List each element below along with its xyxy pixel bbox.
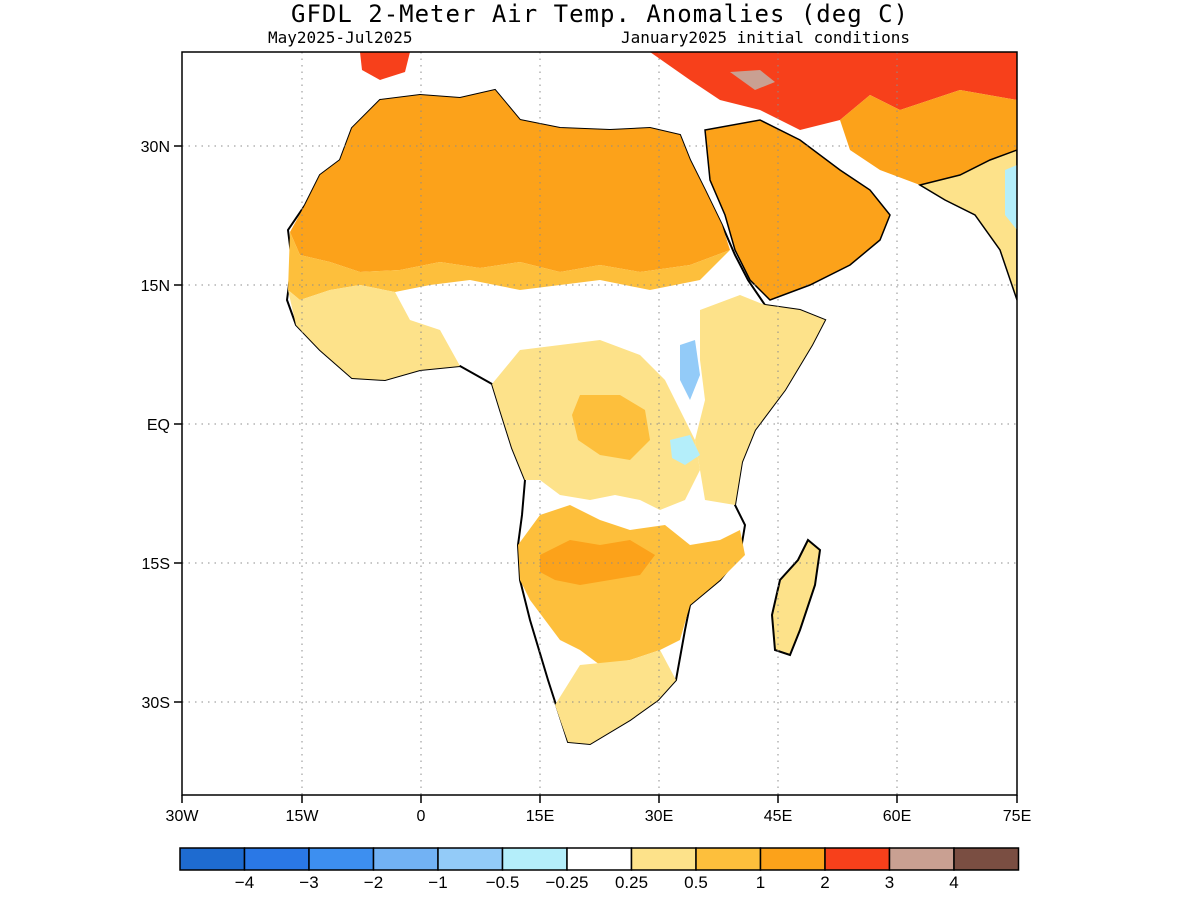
east-africa-anomaly: [695, 295, 825, 505]
colorbar-swatch: [179, 847, 246, 871]
x-tick-label: 15W: [286, 808, 320, 825]
x-tick-label: 60E: [883, 808, 911, 825]
colorbar-label: −0.25: [545, 873, 588, 892]
india-anomaly: [918, 149, 1017, 301]
sahel-anomaly: [288, 232, 730, 300]
x-tick-label: 45E: [764, 808, 792, 825]
colorbar-swatch: [888, 847, 955, 871]
y-tick-label: 15N: [141, 278, 170, 295]
colorbar-swatch: [759, 847, 826, 871]
west-africa-anomaly: [288, 285, 460, 380]
colorbar-label: 2: [820, 873, 829, 892]
x-tick-label: 0: [417, 808, 426, 825]
colorbar-label: 4: [949, 873, 958, 892]
grid-lines: [182, 52, 1017, 795]
colorbar-label: −0.5: [486, 873, 520, 892]
colorbar-swatch: [501, 847, 568, 871]
colorbar-swatch: [824, 847, 891, 871]
x-tick-label: 30W: [166, 808, 200, 825]
tick-marks: [174, 145, 1018, 803]
turkey-high-anomaly: [730, 70, 775, 90]
colorbar-label: 3: [885, 873, 894, 892]
y-tick-label: 30N: [141, 139, 170, 156]
forecast-period: May2025-Jul2025: [268, 28, 413, 47]
x-tick-label: 75E: [1003, 808, 1031, 825]
colorbar-swatch: [308, 847, 375, 871]
colorbar-swatch: [372, 847, 439, 871]
y-tick-label: 30S: [142, 695, 170, 712]
east-africa-cool: [680, 340, 700, 400]
x-axis-labels: 30W 15W 0 15E 30E 45E 60E 75E: [166, 808, 1032, 825]
colorbar-swatch: [630, 847, 697, 871]
colorbar-swatch: [566, 847, 633, 871]
arabia-anomaly: [704, 119, 891, 301]
colorbar-swatch: [243, 847, 310, 871]
colorbar-label: 1: [756, 873, 765, 892]
y-axis-labels: 30N 15N EQ 15S 30S: [141, 139, 170, 712]
x-tick-label: 30E: [645, 808, 673, 825]
colorbar-swatch: [953, 847, 1020, 871]
colorbar-label: −1: [428, 873, 447, 892]
colorbar: −4 −3 −2 −1 −0.5 −0.25 0.25 0.5 1 2 3 4: [179, 847, 1020, 892]
iberia-anomaly: [360, 52, 410, 80]
y-tick-label: EQ: [147, 417, 170, 434]
y-tick-label: 15S: [142, 556, 170, 573]
lake-victoria-cool: [670, 435, 700, 465]
madagascar: [770, 538, 822, 657]
colorbar-label: −2: [364, 873, 383, 892]
colorbar-label: 0.25: [615, 873, 648, 892]
colorbar-label: −3: [299, 873, 318, 892]
southern-africa-core: [540, 540, 655, 585]
colorbar-label: −4: [235, 873, 254, 892]
congo-anomaly: [572, 395, 650, 460]
colorbar-label: 0.5: [684, 873, 708, 892]
south-coast-anomaly: [555, 650, 676, 744]
colorbar-swatch: [437, 847, 504, 871]
map-field: [285, 52, 1017, 746]
initial-conditions: January2025 initial conditions: [621, 28, 910, 47]
map-title: GFDL 2-Meter Air Temp. Anomalies (deg C): [291, 0, 909, 28]
sahara-anomaly: [290, 90, 730, 272]
india-cool: [1005, 165, 1017, 230]
iran-anomaly: [840, 90, 1017, 185]
colorbar-swatch: [695, 847, 762, 871]
x-tick-label: 15E: [526, 808, 554, 825]
